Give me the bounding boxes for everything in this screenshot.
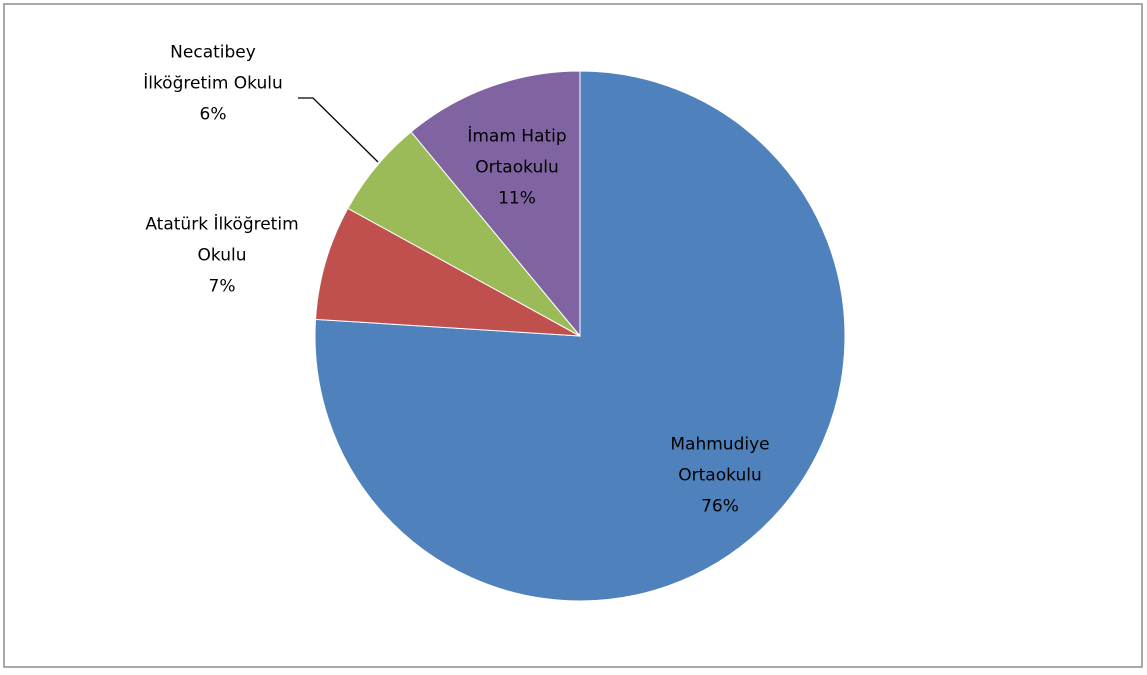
slice-label: Necatibey İlköğretim Okulu 6% bbox=[143, 38, 283, 131]
value-label: 7% bbox=[208, 276, 236, 297]
pie-slice bbox=[314, 207, 581, 337]
value-label: 76% bbox=[701, 496, 739, 517]
category-label: Mahmudiye Ortaokulu bbox=[670, 434, 770, 486]
value-label: 6% bbox=[199, 104, 227, 125]
value-label: 11% bbox=[498, 188, 536, 209]
category-label: Atatürk İlköğretim Okulu bbox=[145, 214, 299, 266]
category-label: İmam Hatip Ortaokulu bbox=[467, 126, 567, 178]
slice-label: Atatürk İlköğretim Okulu 7% bbox=[145, 210, 298, 303]
slice-label: İmam Hatip Ortaokulu 11% bbox=[467, 122, 566, 215]
pie-slice bbox=[410, 70, 581, 338]
category-label: Necatibey İlköğretim Okulu bbox=[143, 42, 283, 94]
slice-label: Mahmudiye Ortaokulu 76% bbox=[670, 430, 769, 523]
leader-line bbox=[298, 97, 379, 163]
